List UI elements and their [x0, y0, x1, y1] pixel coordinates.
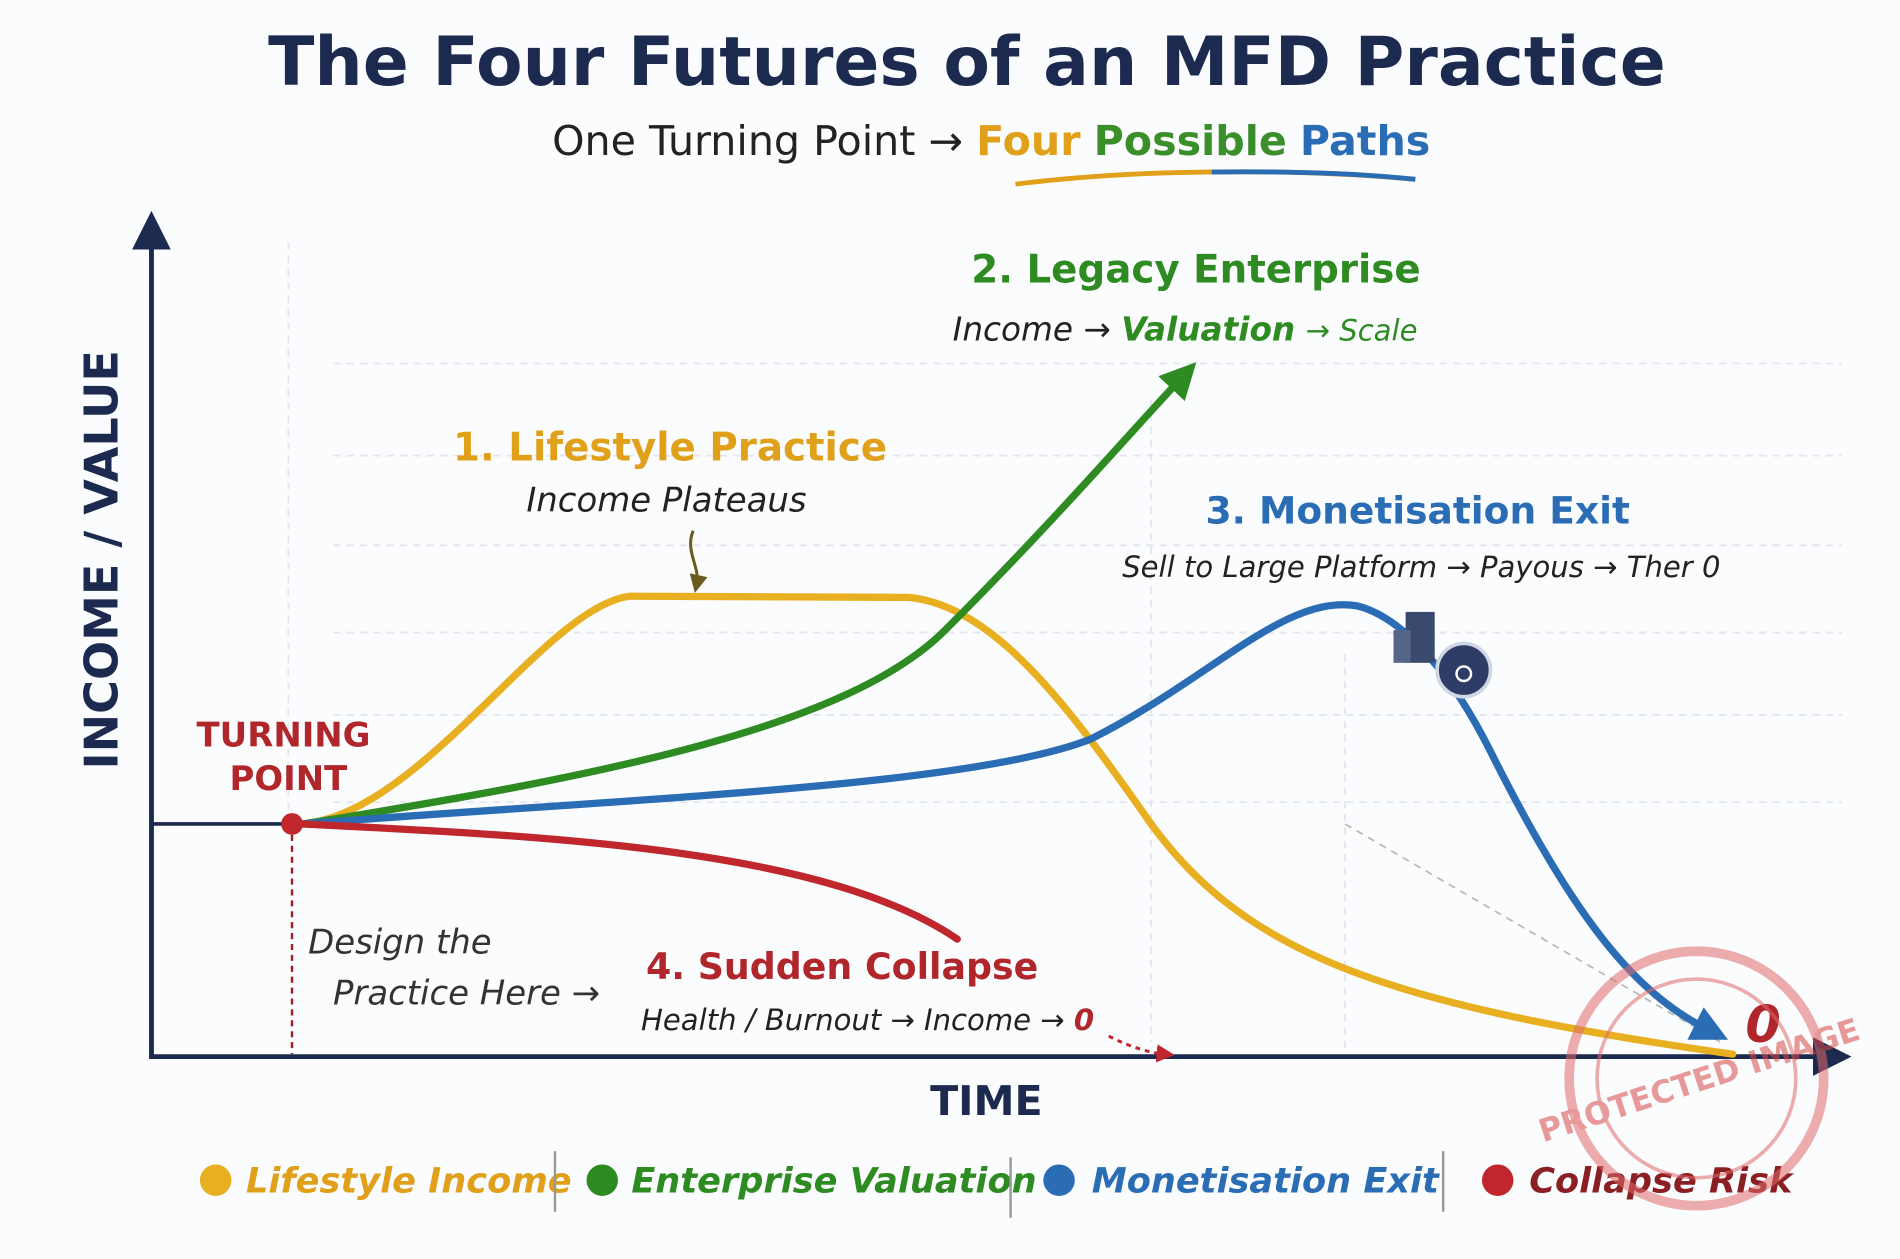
subtitle: One Turning Point → Four Possible Paths [552, 117, 1430, 165]
legend: Lifestyle Income Enterprise Valuation Mo… [199, 1151, 1795, 1218]
legend-label: Enterprise Valuation [631, 1160, 1036, 1201]
note-part: Income → [953, 311, 1111, 349]
x-axis-label: TIME [930, 1077, 1043, 1125]
path-note: Sell to Large Platform → Payous → Ther 0 [1122, 550, 1720, 584]
collapse-curve [299, 820, 961, 943]
subtitle-word: Possible [1094, 117, 1287, 165]
subtitle-lead: One Turning Point → [552, 117, 963, 165]
collapse-arrow [1108, 1034, 1175, 1063]
design-note: Practice Here → [333, 974, 600, 1013]
title: The Four Futures of an MFD Practice [268, 23, 1666, 102]
path-note: Health / Burnout → Income → 0 [641, 1003, 1094, 1037]
note-part: → Scale [1306, 314, 1418, 348]
path-title: 4. Sudden Collapse [646, 945, 1038, 988]
note-part: Valuation [1121, 311, 1295, 349]
path-note: Income → Valuation → Scale [953, 311, 1418, 349]
pointer [689, 530, 708, 593]
legend-label: Lifestyle Income [246, 1160, 572, 1201]
underline [1211, 169, 1416, 182]
subtitle-word: Paths [1300, 117, 1430, 165]
legend-dot [199, 1164, 232, 1196]
path-title: 2. Legacy Enterprise [971, 247, 1420, 292]
legend-label: Monetisation Exit [1092, 1160, 1440, 1201]
monetisation-curve [299, 601, 1729, 1040]
turning-label: TURNING [197, 715, 371, 754]
exit-icon [1393, 611, 1493, 699]
legend-dot [1481, 1164, 1514, 1196]
design-note: Design the [308, 923, 492, 962]
lifestyle-curve [299, 592, 1737, 1058]
legend-dot [586, 1164, 618, 1196]
y-axis-label: INCOME / VALUE [75, 350, 129, 769]
legend-dot [1043, 1164, 1075, 1196]
note-part: Health / Burnout → Income → [641, 1003, 1065, 1037]
path-title: 1. Lifestyle Practice [453, 425, 887, 470]
turning-dot [281, 813, 303, 835]
grid [287, 242, 1842, 1049]
subtitle-word: Four [976, 117, 1081, 165]
enterprise-curve [299, 362, 1197, 828]
path-title: 3. Monetisation Exit [1206, 488, 1630, 532]
turning-label: POINT [229, 759, 347, 798]
path-note: Income Plateaus [526, 480, 806, 519]
note-part: 0 [1074, 1003, 1094, 1037]
